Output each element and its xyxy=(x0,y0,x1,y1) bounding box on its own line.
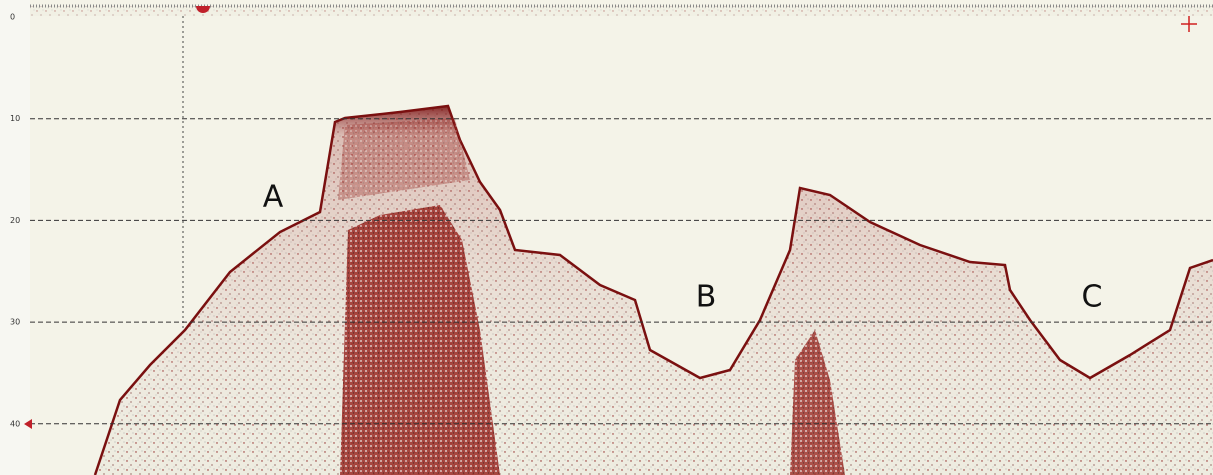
echogram-screen: 0 10 20 30 40 A B C xyxy=(0,0,1213,475)
depth-label: 30 xyxy=(10,318,20,327)
annotation: B xyxy=(696,280,717,315)
depth-label: 40 xyxy=(10,419,20,428)
depth-label: 10 xyxy=(10,114,20,123)
annotation: C xyxy=(1082,280,1103,315)
depth-label: 20 xyxy=(10,216,20,225)
scale-strip xyxy=(0,0,30,475)
depth-label: 0 xyxy=(10,13,15,22)
annotation: A xyxy=(263,180,284,215)
